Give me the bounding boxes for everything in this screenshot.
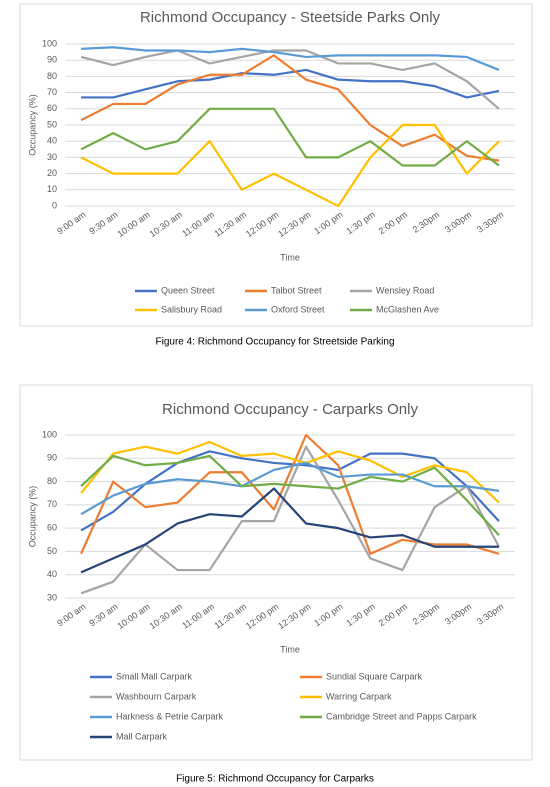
series-line	[80, 461, 500, 516]
x-tick-label: 3:30pm	[475, 209, 505, 234]
x-axis-title: Time	[280, 252, 300, 262]
x-tick-label: 10:30 am	[148, 209, 184, 239]
x-tick-label: 11:30 am	[212, 209, 248, 238]
x-axis-title: Time	[280, 644, 300, 654]
x-tick-label: 2:30pm	[411, 601, 441, 626]
x-tick-label: 12:00 pm	[244, 209, 280, 239]
y-tick-label: 30	[47, 152, 57, 162]
legend-label: Warring Carpark	[326, 691, 392, 701]
y-tick-label: 90	[47, 55, 57, 65]
chart-title: Richmond Occupancy - Carparks Only	[162, 401, 418, 418]
x-tick-label: 11:00 am	[180, 209, 216, 238]
series-line	[80, 445, 500, 595]
x-tick-label: 2:00 pm	[377, 601, 409, 628]
chart-frame	[19, 3, 533, 327]
legend-label: Harkness & Petrie Carpark	[116, 711, 224, 721]
legend-label: Mall Carpark	[116, 731, 168, 741]
legend-label: Talbot Street	[271, 285, 322, 295]
x-tick-label: 1:00 pm	[312, 601, 344, 628]
y-tick-label: 80	[47, 476, 57, 486]
y-tick-label: 70	[47, 499, 57, 509]
x-tick-label: 10:00 am	[115, 209, 151, 239]
x-tick-label: 2:00 pm	[377, 209, 409, 236]
series-line	[80, 440, 500, 504]
legend-label: Queen Street	[161, 285, 215, 295]
y-tick-label: 50	[47, 119, 57, 129]
x-tick-label: 2:30pm	[411, 209, 441, 234]
x-tick-label: 1:30 pm	[344, 209, 376, 236]
x-tick-label: 3:00pm	[443, 601, 473, 626]
x-tick-label: 11:00 am	[180, 601, 216, 630]
legend-label: Washbourn Carpark	[116, 691, 197, 701]
y-tick-label: 0	[52, 200, 57, 210]
legend-label: Oxford Street	[271, 304, 325, 314]
x-tick-label: 9:30 am	[87, 209, 119, 236]
legend-label: Wensley Road	[376, 285, 434, 295]
y-tick-label: 50	[47, 546, 57, 556]
x-tick-label: 9:00 am	[55, 209, 87, 236]
x-tick-label: 9:00 am	[55, 601, 87, 628]
x-tick-label: 1:00 pm	[312, 209, 344, 236]
y-tick-label: 90	[47, 453, 57, 463]
x-tick-label: 12:30 pm	[276, 209, 312, 239]
y-tick-label: 100	[42, 38, 57, 48]
legend-label: Salisbury Road	[161, 304, 222, 314]
y-tick-label: 60	[47, 103, 57, 113]
series-line	[80, 454, 500, 536]
series-line	[80, 487, 499, 574]
x-tick-label: 10:00 am	[115, 601, 151, 631]
y-tick-label: 80	[47, 71, 57, 81]
chart-title: Richmond Occupancy - Steetside Parks Onl…	[140, 9, 441, 26]
x-tick-label: 12:00 pm	[244, 601, 280, 631]
legend-label: McGlashen Ave	[376, 304, 439, 314]
y-tick-label: 30	[47, 592, 57, 602]
x-tick-label: 1:30 pm	[344, 601, 376, 628]
series-line	[80, 450, 500, 532]
y-tick-label: 60	[47, 523, 57, 533]
y-axis-title: Occupancy (%)	[27, 486, 37, 548]
x-tick-label: 3:00pm	[443, 209, 473, 234]
x-tick-label: 10:30 am	[148, 601, 184, 631]
chart-frame	[19, 384, 533, 761]
y-tick-label: 70	[47, 87, 57, 97]
y-tick-label: 100	[42, 429, 57, 439]
y-tick-label: 40	[47, 136, 57, 146]
series-line	[80, 123, 500, 208]
x-tick-label: 11:30 am	[212, 601, 248, 630]
series-line	[80, 54, 500, 162]
y-axis-title: Occupancy (%)	[27, 94, 37, 156]
figure-caption: Figure 4: Richmond Occupancy for Streets…	[156, 337, 395, 348]
series-line	[81, 68, 500, 99]
figure-caption: Figure 5: Richmond Occupancy for Carpark…	[176, 774, 374, 785]
x-tick-label: 3:30pm	[475, 601, 505, 626]
legend-label: Small Mall Carpark	[116, 671, 193, 681]
series-line	[80, 433, 500, 555]
y-tick-label: 40	[47, 569, 57, 579]
x-tick-label: 12:30 pm	[276, 601, 312, 631]
series-line	[80, 107, 500, 167]
y-tick-label: 20	[47, 168, 57, 178]
legend-label: Sundial Square Carpark	[326, 671, 423, 681]
legend-label: Cambridge Street and Papps Carpark	[326, 711, 477, 721]
series-line	[81, 46, 500, 71]
y-tick-label: 10	[47, 184, 57, 194]
x-tick-label: 9:30 am	[87, 601, 119, 628]
series-line	[80, 49, 500, 110]
